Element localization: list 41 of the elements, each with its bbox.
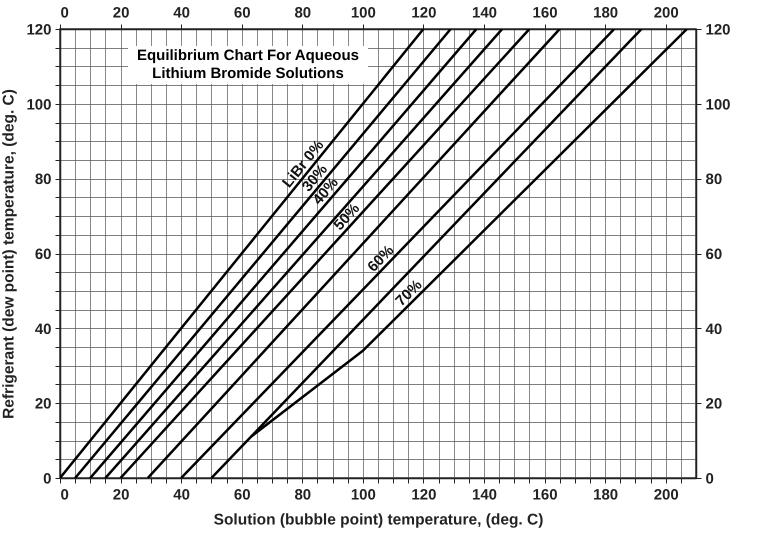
- x2-tick-label: 140: [472, 4, 498, 22]
- x2-tick-label: 60: [234, 4, 251, 22]
- text: Equilibrium Chart For Aqueous Lithium Bromide Solutions: [128, 46, 368, 84]
- x-tick-label: 160: [532, 486, 558, 504]
- y-axis-title: Refrigerant (dew point) temperature, (deg. C): [0, 89, 18, 419]
- x2-tick-label: 0: [60, 4, 69, 22]
- x-tick-label: 120: [411, 486, 436, 504]
- y-tick-label: 100: [26, 96, 52, 114]
- y-tick-label: 80: [34, 171, 52, 188]
- y2-tick-label: 100: [706, 96, 731, 114]
- y2-tick-label: 40: [706, 320, 722, 338]
- x2-tick-label: 200: [654, 4, 679, 22]
- x-tick-label: 200: [654, 486, 679, 504]
- y2-tick-label: 80: [706, 171, 722, 188]
- y2-tick-label: 60: [706, 246, 722, 263]
- text: 70%: [392, 276, 426, 310]
- y-tick-label: 120: [26, 22, 52, 38]
- x-tick-label: 60: [234, 486, 251, 504]
- y2-tick-label: 0: [706, 470, 714, 488]
- x-tick-label: 180: [593, 486, 618, 504]
- x2-tick-label: 160: [532, 4, 558, 22]
- x-tick-label: 40: [173, 486, 190, 504]
- x-tick-label: 100: [350, 486, 376, 504]
- y2-tick-label: 120: [706, 22, 731, 38]
- text: 60%: [364, 242, 398, 276]
- y2-tick-label: 20: [706, 396, 722, 413]
- x2-tick-label: 40: [173, 4, 190, 22]
- y-tick-label: 0: [43, 470, 52, 488]
- y-tick-label: 40: [34, 320, 52, 338]
- x2-tick-label: 100: [350, 4, 376, 22]
- x2-tick-label: 20: [112, 4, 130, 22]
- x-tick-label: 20: [112, 486, 130, 504]
- x-tick-label: 80: [294, 486, 312, 504]
- x2-tick-label: 180: [593, 4, 618, 22]
- x-axis-title: Solution (bubble point) temperature, (deg. C): [214, 512, 544, 528]
- x-tick-label: 0: [60, 486, 69, 504]
- x-tick-label: 140: [472, 486, 498, 504]
- x2-tick-label: 80: [294, 4, 312, 22]
- x2-tick-label: 120: [411, 4, 436, 22]
- y-tick-label: 20: [34, 396, 52, 413]
- y-tick-label: 60: [34, 246, 52, 263]
